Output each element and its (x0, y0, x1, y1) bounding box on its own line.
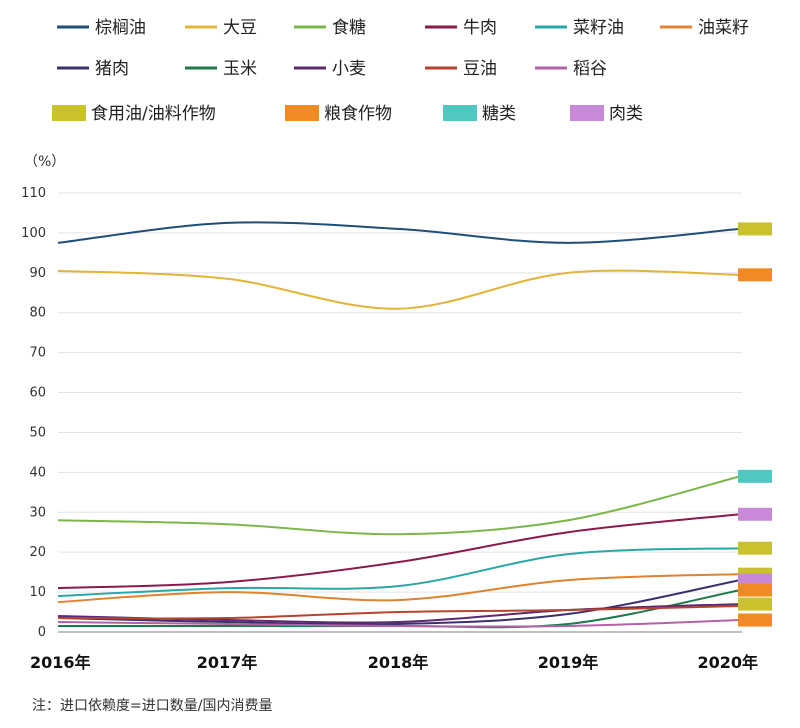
x-axis-ticks: 2016年 2017年 2018年 2019年 2020年 (30, 653, 758, 672)
x-tick-label: 2017年 (197, 653, 258, 672)
series-line-2 (57, 475, 741, 536)
series-lines (57, 221, 741, 629)
y-tick-label: 0 (38, 625, 46, 640)
legend-label: 食糖 (332, 18, 366, 38)
legend-category-label: 糖类 (482, 104, 516, 124)
y-tick-label: 80 (29, 306, 46, 321)
legend-label: 小麦 (332, 59, 366, 79)
x-tick-label: 2019年 (538, 653, 599, 672)
legend-category-label: 粮食作物 (324, 104, 392, 124)
legend-categories: 食用油/油料作物 粮食作物 糖类 肉类 (52, 104, 643, 124)
series-line-4 (57, 547, 741, 598)
y-tick-label: 20 (29, 545, 46, 560)
y-axis-ticks: 0 10 20 30 40 50 60 70 80 90 100 110 (21, 186, 46, 640)
end-marker (738, 597, 772, 611)
y-tick-label: 70 (29, 346, 46, 361)
legend-label: 豆油 (463, 59, 497, 79)
legend-label: 菜籽油 (573, 18, 624, 38)
series-line-0 (57, 221, 741, 244)
end-marker (738, 613, 772, 627)
y-tick-label: 50 (29, 425, 46, 440)
y-tick-label: 110 (21, 186, 46, 201)
legend-label: 油菜籽 (698, 18, 749, 38)
legend-label: 猪肉 (95, 59, 129, 79)
legend-label: 牛肉 (463, 18, 497, 38)
y-axis-unit: （%） (24, 154, 65, 170)
end-marker (738, 573, 772, 587)
legend-category-label: 肉类 (609, 104, 643, 124)
end-markers (738, 222, 772, 627)
legend-label: 大豆 (223, 18, 257, 38)
y-tick-label: 100 (21, 226, 46, 241)
chart-note: 注：进口依赖度=进口数量/国内消费量 (32, 698, 272, 714)
legend-category-swatch (570, 105, 604, 121)
y-tick-label: 60 (29, 386, 46, 401)
y-tick-label: 10 (29, 585, 46, 600)
series-line-10 (57, 619, 741, 628)
y-tick-label: 30 (29, 505, 46, 520)
legend-label: 稻谷 (573, 59, 607, 79)
legend-category-swatch (285, 105, 319, 121)
x-tick-label: 2018年 (368, 653, 429, 672)
legend-category-label: 食用油/油料作物 (91, 104, 216, 124)
x-tick-label: 2016年 (30, 653, 91, 672)
series-line-6 (57, 579, 741, 626)
end-marker (738, 222, 772, 236)
series-line-3 (57, 513, 741, 590)
series-line-1 (57, 269, 741, 310)
end-marker (738, 268, 772, 282)
legend-category-swatch (443, 105, 477, 121)
end-marker (738, 469, 772, 483)
legend-category-swatch (52, 105, 86, 121)
series-line-9 (57, 605, 741, 620)
end-marker (738, 583, 772, 597)
series-line-5 (57, 573, 741, 604)
y-tick-label: 90 (29, 266, 46, 281)
x-tick-label: 2020年 (697, 653, 758, 672)
legend-label: 棕榈油 (95, 18, 146, 38)
y-tick-label: 40 (29, 465, 46, 480)
end-marker (738, 541, 772, 555)
gridlines (58, 192, 742, 633)
legend-label: 玉米 (223, 59, 257, 79)
end-marker (738, 507, 772, 521)
